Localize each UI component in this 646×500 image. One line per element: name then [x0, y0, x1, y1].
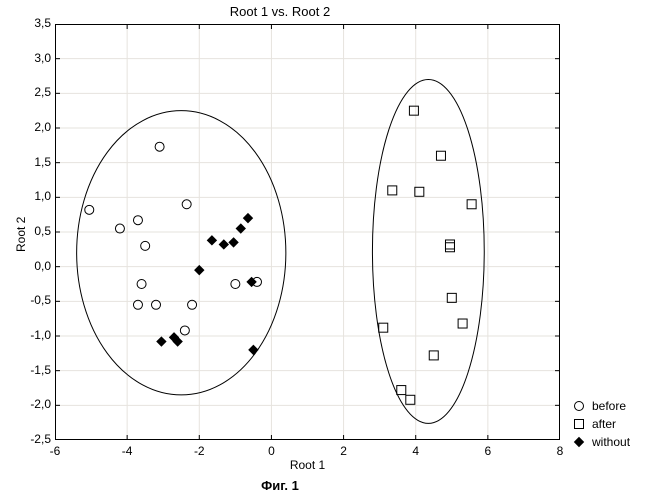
y-tick-label: -2,0	[30, 397, 51, 411]
y-tick-label: 2,0	[34, 120, 51, 134]
y-tick-label: -1,0	[30, 328, 51, 342]
y-tick-label: 0,0	[34, 259, 51, 273]
x-tick-label: 6	[478, 444, 498, 458]
y-tick-label: 1,0	[34, 189, 51, 203]
legend-item-before: before	[572, 398, 630, 414]
after-marker-icon	[572, 417, 586, 431]
x-tick-label: -4	[117, 444, 137, 458]
x-tick-label: 0	[261, 444, 281, 458]
x-tick-label: 8	[550, 444, 570, 458]
y-tick-label: 3,0	[34, 51, 51, 65]
x-tick-label: -6	[45, 444, 65, 458]
legend-label: without	[592, 435, 630, 449]
x-tick-label: 4	[406, 444, 426, 458]
y-tick-label: 3,5	[34, 16, 51, 30]
x-axis-label: Root 1	[55, 458, 560, 472]
legend-label: before	[592, 399, 626, 413]
scatter-plot	[55, 24, 560, 440]
legend-item-without: without	[572, 434, 630, 450]
legend: before after without	[572, 398, 630, 452]
without-marker-icon	[572, 435, 586, 449]
y-tick-label: 2,5	[34, 85, 51, 99]
x-tick-label: 2	[334, 444, 354, 458]
figure-caption: Фиг. 1	[0, 478, 560, 493]
x-tick-label: -2	[189, 444, 209, 458]
y-tick-label: 0,5	[34, 224, 51, 238]
y-tick-label: 1,5	[34, 155, 51, 169]
before-marker-icon	[572, 399, 586, 413]
legend-item-after: after	[572, 416, 630, 432]
chart-title: Root 1 vs. Root 2	[0, 4, 560, 19]
y-axis-label: Root 2	[14, 217, 28, 252]
y-tick-label: -0,5	[30, 293, 51, 307]
y-tick-label: -1,5	[30, 363, 51, 377]
legend-label: after	[592, 417, 616, 431]
